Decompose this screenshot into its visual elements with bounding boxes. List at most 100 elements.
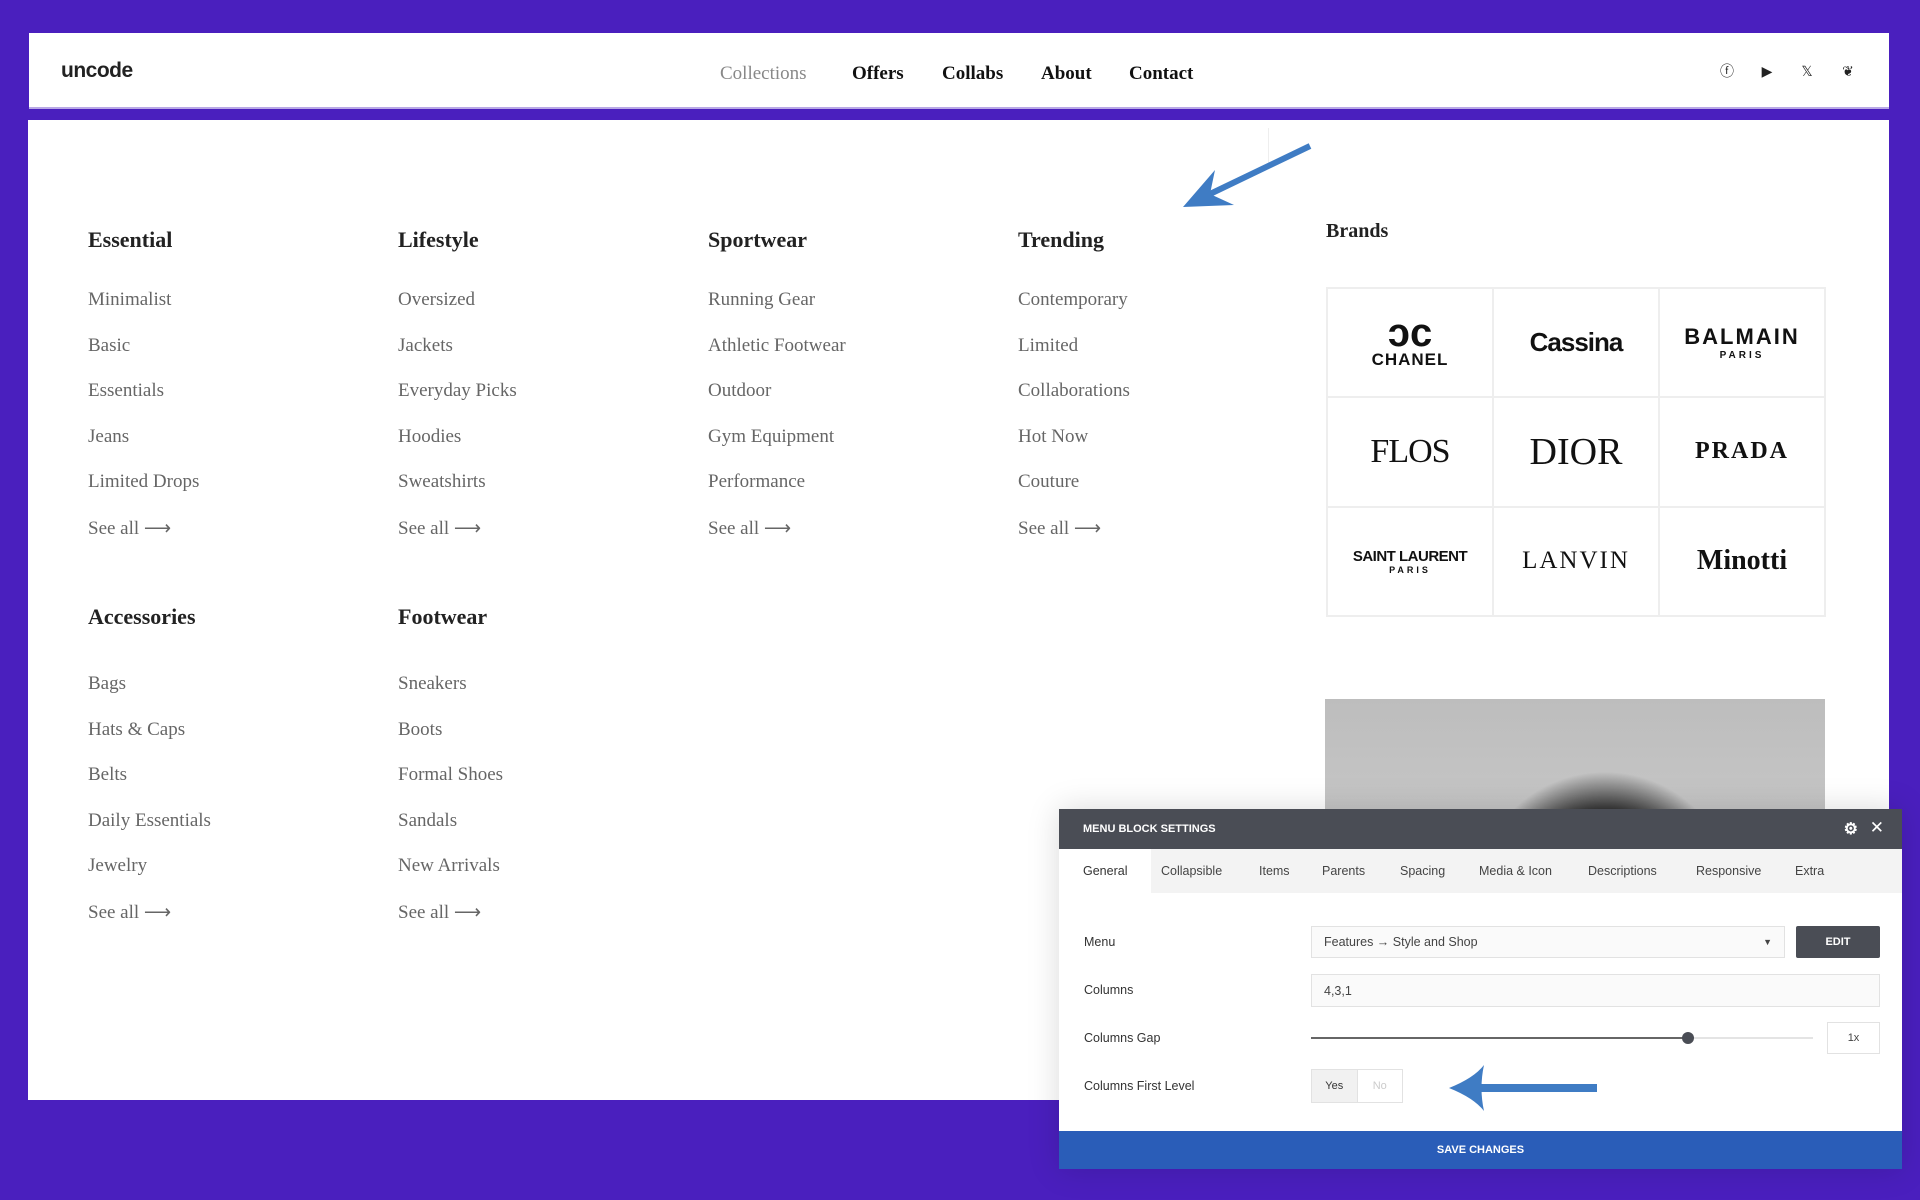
logo[interactable]: uncode	[61, 59, 133, 82]
save-changes-button[interactable]: SAVE CHANGES	[1059, 1131, 1902, 1169]
menu-item[interactable]: Minimalist	[88, 289, 172, 310]
panel-header: MENU BLOCK SETTINGS ⚙ ✕	[1059, 809, 1902, 849]
menu-item[interactable]: Basic	[88, 334, 131, 356]
chevron-down-icon: ▼	[1763, 937, 1772, 947]
tab-spacing[interactable]: Spacing	[1400, 864, 1446, 878]
site-header: uncode Collections Offers Collabs About …	[29, 33, 1889, 109]
tab-collapsible[interactable]: Collapsible	[1161, 864, 1223, 878]
column-heading[interactable]: Lifestyle	[398, 227, 479, 252]
nav-offers[interactable]: Offers	[852, 63, 904, 84]
gear-icon[interactable]: ⚙	[1843, 821, 1858, 838]
menu-item[interactable]: Bags	[88, 673, 126, 694]
tab-items[interactable]: Items	[1259, 864, 1290, 878]
menu-item[interactable]: New Arrivals	[398, 855, 500, 877]
facebook-icon[interactable]: ⓕ	[1720, 63, 1734, 79]
tab-descriptions[interactable]: Descriptions	[1588, 864, 1657, 878]
menu-item[interactable]: Daily Essentials	[88, 809, 211, 831]
columns-gap-slider[interactable]	[1311, 1032, 1813, 1044]
menu-item[interactable]: Sweatshirts	[398, 471, 486, 493]
menu-item[interactable]: Jewelry	[88, 855, 148, 877]
toggle-no[interactable]: No	[1372, 1080, 1387, 1092]
menu-select[interactable]: Features → Style and Shop ▼	[1311, 926, 1785, 958]
menu-item[interactable]: Sandals	[398, 809, 458, 831]
brand-lanvin[interactable]: LANVIN	[1493, 506, 1659, 616]
see-all-link[interactable]: See all ⟶	[88, 518, 172, 539]
menu-item[interactable]: Essentials	[88, 380, 164, 402]
columns-first-level-toggle: Yes No	[1311, 1069, 1403, 1103]
divider	[1268, 128, 1269, 168]
youtube-icon[interactable]: ▶	[1761, 63, 1773, 79]
menu-item[interactable]: Outdoor	[708, 380, 772, 402]
menu-item[interactable]: Couture	[1018, 471, 1080, 493]
tab-parents[interactable]: Parents	[1322, 864, 1366, 878]
nav-collections[interactable]: Collections	[720, 63, 807, 84]
leaf-icon[interactable]: ❦	[1842, 63, 1854, 79]
menu-item[interactable]: Oversized	[398, 289, 476, 310]
brands-heading: Brands	[1326, 220, 1389, 242]
close-icon[interactable]: ✕	[1869, 818, 1884, 837]
brand-dior[interactable]: DIOR	[1493, 397, 1659, 507]
nav-collabs[interactable]: Collabs	[942, 63, 1004, 84]
columns-first-level-label: Columns First Level	[1084, 1079, 1195, 1093]
menu-item[interactable]: Everyday Picks	[398, 380, 517, 402]
see-all-link[interactable]: See all ⟶	[398, 518, 482, 539]
menu-item[interactable]: Hoodies	[398, 425, 462, 447]
tab-general[interactable]: General	[1059, 849, 1152, 893]
nav-about[interactable]: About	[1041, 63, 1092, 84]
slider-fill	[1311, 1037, 1688, 1039]
brand-balmain[interactable]: BALMAIN PARIS	[1659, 288, 1825, 398]
tab-media-icon[interactable]: Media & Icon	[1479, 864, 1552, 878]
menu-item[interactable]: Running Gear	[708, 289, 816, 310]
toggle-yes[interactable]: Yes	[1312, 1070, 1358, 1102]
menu-select-value: Features → Style and Shop	[1324, 935, 1478, 949]
column-heading[interactable]: Sportwear	[708, 227, 807, 252]
column-heading[interactable]: Trending	[1018, 227, 1104, 252]
menu-item[interactable]: Collaborations	[1018, 380, 1130, 402]
brand-flos[interactable]: FLOS	[1327, 397, 1493, 507]
panel-title: MENU BLOCK SETTINGS	[1083, 823, 1216, 835]
menu-item[interactable]: Limited	[1018, 334, 1079, 356]
arrow-icon	[1183, 143, 1312, 207]
see-all-link[interactable]: See all ⟶	[88, 902, 172, 923]
brand-prada[interactable]: PRADA	[1659, 397, 1825, 507]
edit-button[interactable]: EDIT	[1796, 926, 1880, 958]
menu-item[interactable]: Formal Shoes	[398, 764, 504, 786]
column-heading[interactable]: Essential	[88, 227, 173, 252]
columns-label: Columns	[1084, 983, 1134, 997]
menu-item[interactable]: Belts	[88, 764, 128, 786]
brand-cassina[interactable]: Cassina	[1493, 288, 1659, 398]
brand-chanel[interactable]: ↄc CHANEL	[1327, 288, 1493, 398]
brand-minotti[interactable]: Minotti	[1659, 506, 1825, 616]
see-all-link[interactable]: See all ⟶	[398, 902, 482, 923]
x-icon[interactable]: 𝕏	[1801, 63, 1813, 79]
menu-item[interactable]: Limited Drops	[88, 471, 200, 493]
menu-item[interactable]: Gym Equipment	[708, 425, 835, 447]
brand-saint-laurent[interactable]: SAINT LAURENT PARIS	[1327, 506, 1493, 616]
see-all-link[interactable]: See all ⟶	[1018, 518, 1102, 539]
menu-item[interactable]: Contemporary	[1018, 289, 1128, 310]
menu-label: Menu	[1084, 935, 1116, 949]
menu-item[interactable]: Hats & Caps	[88, 718, 186, 740]
column-heading[interactable]: Footwear	[398, 604, 488, 629]
nav-contact[interactable]: Contact	[1129, 63, 1194, 84]
menu-item[interactable]: Boots	[398, 718, 443, 740]
columns-input[interactable]: 4,3,1	[1311, 974, 1880, 1007]
slider-handle[interactable]	[1681, 1032, 1694, 1044]
settings-tabs: General Collapsible Items Parents Spacin…	[1059, 849, 1902, 893]
see-all-link[interactable]: See all ⟶	[708, 518, 792, 539]
tab-responsive[interactable]: Responsive	[1696, 864, 1762, 878]
menu-item[interactable]: Sneakers	[398, 673, 467, 694]
column-heading[interactable]: Accessories	[88, 604, 196, 629]
menu-item[interactable]: Hot Now	[1018, 425, 1089, 447]
menu-item[interactable]: Jackets	[398, 334, 453, 356]
menu-item[interactable]: Performance	[708, 471, 806, 493]
arrow-icon	[1449, 1065, 1597, 1111]
menu-item[interactable]: Jeans	[88, 425, 130, 447]
menu-block-settings-panel: MENU BLOCK SETTINGS ⚙ ✕ General Collapsi…	[1059, 809, 1902, 1169]
columns-gap-value[interactable]: 1x	[1827, 1022, 1880, 1054]
menu-item[interactable]: Athletic Footwear	[708, 334, 846, 356]
tab-extra[interactable]: Extra	[1795, 864, 1825, 878]
brands-grid: ↄc CHANEL Cassina BALMAIN PARIS FLOS DIOR …	[1326, 287, 1826, 617]
columns-gap-label: Columns Gap	[1084, 1031, 1161, 1045]
